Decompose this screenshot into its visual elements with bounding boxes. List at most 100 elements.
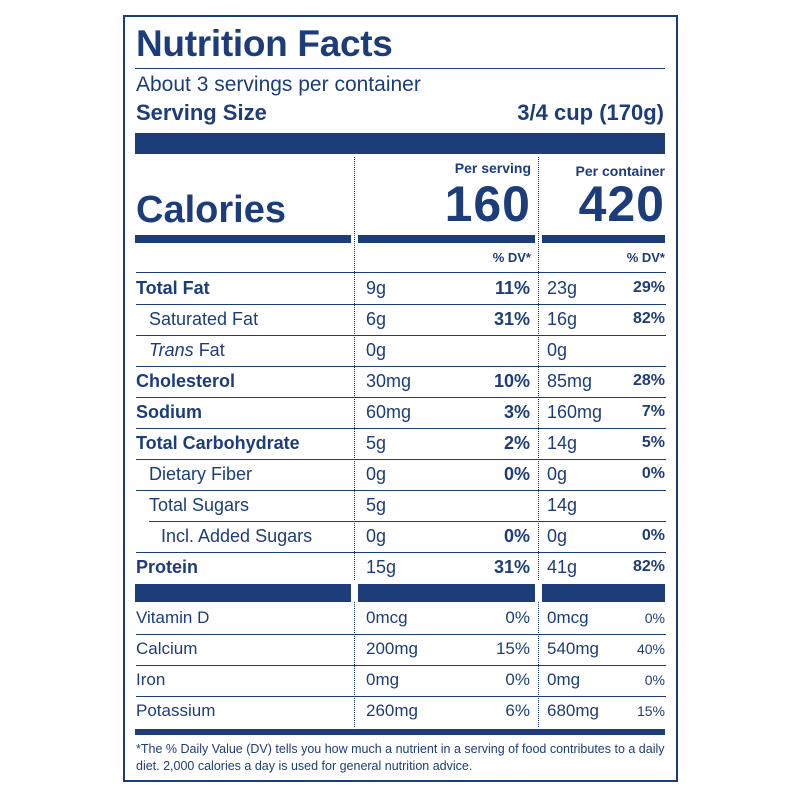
title-rule bbox=[135, 68, 665, 69]
dv-per-serving: 11% bbox=[494, 278, 530, 298]
dv-per-serving: 15% bbox=[495, 639, 530, 658]
amount-per-container: 680mg bbox=[547, 701, 599, 720]
amount-per-serving: 9g bbox=[366, 278, 387, 298]
vitamin-name: Calcium bbox=[136, 639, 198, 658]
nutrient-row-total-carbohydrate: Total Carbohydrate 5g 2% 14g 5% bbox=[125, 429, 676, 460]
calories-per-container: 420 bbox=[578, 176, 665, 232]
label-title: Nutrition Facts bbox=[136, 23, 393, 64]
nutrient-name: Sodium bbox=[136, 402, 202, 422]
dv-per-container: 82% bbox=[632, 310, 665, 327]
calories-per-serving: 160 bbox=[444, 176, 531, 232]
nutrient-name-italic: Trans bbox=[149, 340, 194, 360]
column-divider-2-vitamins bbox=[538, 602, 539, 727]
amount-per-container: 0mcg bbox=[547, 608, 589, 627]
calories-label: Calories bbox=[136, 189, 286, 231]
amount-per-serving: 6g bbox=[366, 309, 387, 329]
dv-per-serving: 0% bbox=[505, 608, 530, 627]
per-container-header: Per container bbox=[575, 163, 665, 179]
amount-per-serving: 60mg bbox=[366, 402, 412, 422]
nutrient-row-cholesterol: Cholesterol 30mg 10% 85mg 28% bbox=[125, 367, 676, 398]
vitamin-row-vitamin-d: Vitamin D 0mcg 0% 0mcg 0% bbox=[125, 604, 676, 635]
amount-per-container: 41g bbox=[547, 557, 578, 577]
vitamin-row-calcium: Calcium 200mg 15% 540mg 40% bbox=[125, 635, 676, 666]
thick-divider-protein-b bbox=[358, 584, 535, 602]
amount-per-container: 540mg bbox=[547, 639, 599, 658]
nutrient-row-added-sugars: Incl. Added Sugars 0g 0% 0g 0% bbox=[125, 522, 676, 553]
dv-per-serving: 2% bbox=[503, 433, 530, 453]
servings-per-container: About 3 servings per container bbox=[136, 73, 421, 96]
dv-per-container: 29% bbox=[632, 279, 665, 296]
amount-per-container: 0g bbox=[547, 340, 568, 360]
dv-header-rule bbox=[136, 272, 666, 273]
amount-per-serving: 5g bbox=[366, 433, 387, 453]
dv-per-container: 5% bbox=[641, 434, 665, 451]
amount-per-serving: 0g bbox=[366, 340, 387, 360]
dv-per-container: 7% bbox=[641, 403, 665, 420]
thick-divider-top bbox=[135, 133, 665, 154]
serving-size-label: Serving Size bbox=[136, 100, 267, 125]
nutrient-row-dietary-fiber: Dietary Fiber 0g 0% 0g 0% bbox=[125, 460, 676, 491]
nutrient-name: Dietary Fiber bbox=[149, 464, 253, 484]
amount-per-serving: 0mcg bbox=[366, 608, 408, 627]
amount-per-serving: 0g bbox=[366, 526, 387, 546]
serving-size-value: 3/4 cup (170g) bbox=[517, 100, 664, 125]
nutrient-row-total-fat: Total Fat 9g 11% 23g 29% bbox=[125, 274, 676, 305]
nutrient-name: Total Fat bbox=[136, 278, 210, 298]
dv-header-serving: % DV* bbox=[492, 250, 531, 265]
amount-per-serving: 5g bbox=[366, 495, 387, 515]
nutrient-name: Protein bbox=[136, 557, 199, 577]
dv-per-serving: 0% bbox=[503, 526, 530, 546]
dv-per-serving: 6% bbox=[505, 701, 530, 720]
nutrient-name: Total Sugars bbox=[149, 495, 250, 515]
column-divider-1 bbox=[354, 157, 355, 580]
column-divider-1-vitamins bbox=[354, 602, 355, 727]
amount-per-container: 0g bbox=[547, 526, 568, 546]
amount-per-container: 85mg bbox=[547, 371, 593, 391]
dv-per-serving: 3% bbox=[503, 402, 530, 422]
dv-per-container: 28% bbox=[632, 372, 665, 389]
dv-per-container: 40% bbox=[636, 641, 665, 657]
nutrient-name-rest: Fat bbox=[193, 340, 225, 360]
dv-per-container: 82% bbox=[632, 558, 665, 575]
dv-per-container: 15% bbox=[636, 703, 665, 719]
thick-divider-protein-c bbox=[542, 584, 665, 602]
amount-per-container: 23g bbox=[547, 278, 578, 298]
nutrient-name: Trans Fat bbox=[149, 340, 225, 361]
amount-per-container: 16g bbox=[547, 309, 578, 329]
amount-per-serving: 200mg bbox=[366, 639, 418, 658]
amount-per-serving: 30mg bbox=[366, 371, 412, 391]
dv-per-serving: 0% bbox=[503, 464, 530, 484]
vitamin-name: Vitamin D bbox=[136, 608, 210, 627]
nutrition-facts-label: Nutrition Facts About 3 servings per con… bbox=[123, 15, 678, 782]
amount-per-serving: 260mg bbox=[366, 701, 418, 720]
nutrient-row-total-sugars: Total Sugars 5g 14g bbox=[125, 491, 676, 522]
nutrient-row-trans-fat: Trans Fat 0g 0g bbox=[125, 336, 676, 367]
dv-per-container: 0% bbox=[641, 465, 665, 482]
amount-per-serving: 0g bbox=[366, 464, 387, 484]
calories-rule-b bbox=[358, 235, 535, 243]
vitamin-row-potassium: Potassium 260mg 6% 680mg 15% bbox=[125, 697, 676, 728]
daily-value-footnote: *The % Daily Value (DV) tells you how mu… bbox=[136, 742, 665, 773]
nutrient-row-protein: Protein 15g 31% 41g 82% bbox=[125, 553, 676, 584]
dv-per-serving: 0% bbox=[505, 670, 530, 689]
nutrient-name: Saturated Fat bbox=[149, 309, 259, 329]
amount-per-container: 160mg bbox=[547, 402, 603, 422]
per-serving-header: Per serving bbox=[454, 160, 531, 176]
dv-per-container: 0% bbox=[644, 610, 665, 626]
nutrient-row-sodium: Sodium 60mg 3% 160mg 7% bbox=[125, 398, 676, 429]
thick-divider-protein-a bbox=[135, 584, 351, 602]
dv-header-container: % DV* bbox=[626, 250, 665, 265]
amount-per-container: 0mg bbox=[547, 670, 581, 689]
amount-per-container: 0g bbox=[547, 464, 568, 484]
dv-per-container: 0% bbox=[641, 527, 665, 544]
dv-per-container: 0% bbox=[644, 672, 665, 688]
amount-per-serving: 0mg bbox=[366, 670, 400, 689]
dv-per-serving: 31% bbox=[493, 309, 530, 329]
column-divider-2 bbox=[538, 157, 539, 580]
vitamin-row-iron: Iron 0mg 0% 0mg 0% bbox=[125, 666, 676, 697]
nutrient-row-saturated-fat: Saturated Fat 6g 31% 16g 82% bbox=[125, 305, 676, 336]
nutrient-name: Total Carbohydrate bbox=[136, 433, 300, 453]
calories-rule-a bbox=[135, 235, 351, 243]
amount-per-container: 14g bbox=[547, 495, 578, 515]
amount-per-serving: 15g bbox=[366, 557, 397, 577]
